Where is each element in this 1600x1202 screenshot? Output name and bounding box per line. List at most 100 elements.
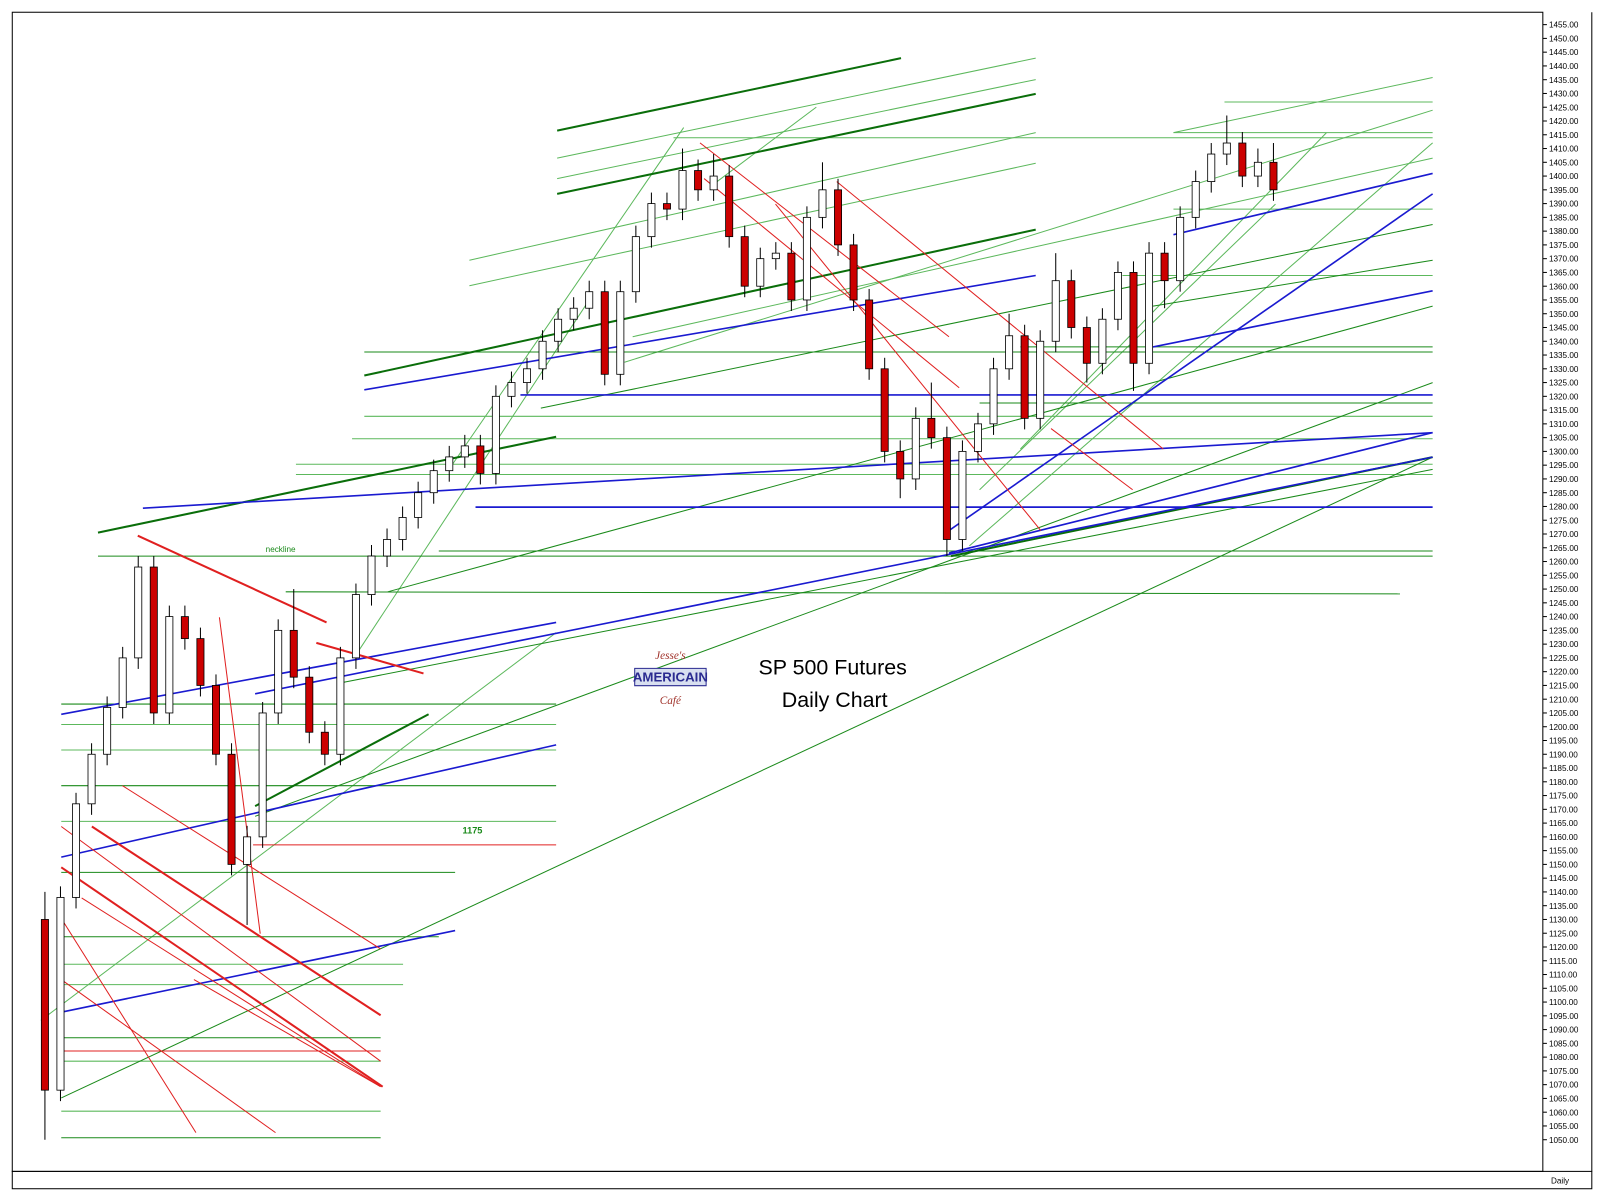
y-tick-label: 1240.00 (1549, 613, 1579, 622)
candle-body (538, 340, 547, 370)
candle-body (1145, 252, 1154, 364)
candle-body (180, 616, 189, 640)
y-tick-label: 1300.00 (1549, 447, 1579, 456)
candle-body (429, 470, 438, 494)
candle-body (1176, 216, 1185, 282)
candle-body (865, 299, 874, 370)
candle-body (974, 423, 982, 452)
candle-body (460, 445, 469, 458)
candle-body (72, 803, 81, 898)
y-tick-label: 1185.00 (1549, 764, 1578, 773)
y-tick-label: 1290.00 (1549, 475, 1579, 484)
candle-body (647, 203, 656, 238)
y-tick-label: 1260.00 (1549, 558, 1579, 567)
y-tick-label: 1175.00 (1549, 792, 1578, 801)
candle-body (1082, 327, 1091, 364)
y-tick-label: 1135.00 (1549, 902, 1578, 911)
candle-body (1005, 335, 1014, 370)
y-tick-label: 1285.00 (1549, 489, 1579, 498)
y-tick-label: 1120.00 (1549, 943, 1578, 952)
candle-body (1036, 340, 1045, 419)
candle-body (958, 450, 967, 540)
logo-banner (634, 667, 707, 687)
candle-body (942, 437, 951, 540)
y-tick-label: 1360.00 (1549, 282, 1579, 291)
y-tick-label: 1270.00 (1549, 530, 1579, 539)
y-axis: 1455.00 1450.00 1445.00 1440.00 1435.00 1430.… (1542, 21, 1579, 1145)
candle-body (1253, 161, 1262, 177)
candle-body (243, 836, 252, 865)
candle-body (1191, 181, 1200, 218)
y-tick-label: 1115.00 (1549, 957, 1578, 966)
candle-body (1222, 142, 1231, 155)
y-tick-label: 1140.00 (1549, 888, 1578, 897)
candle-body (771, 252, 780, 260)
candle-body (118, 657, 127, 708)
y-tick-label: 1295.00 (1549, 461, 1579, 470)
logo-text: Jesse's (655, 650, 686, 662)
candle-body (305, 676, 314, 733)
y-tick-label: 1105.00 (1549, 984, 1578, 993)
y-tick-label: 1195.00 (1549, 737, 1578, 746)
y-tick-label: 1170.00 (1549, 805, 1578, 814)
y-tick-label: 1435.00 (1549, 76, 1579, 85)
candle-body (911, 417, 920, 480)
y-tick-label: 1330.00 (1549, 365, 1579, 374)
green-lines (61, 223, 1433, 1139)
candle-body (134, 566, 143, 659)
candle-body (1129, 272, 1138, 364)
candles (40, 115, 1278, 1140)
candle-body (1067, 280, 1076, 328)
candle-body (367, 555, 376, 595)
y-tick-label: 1125.00 (1549, 929, 1578, 938)
y-tick-label: 1215.00 (1549, 681, 1579, 690)
candle-body (320, 731, 329, 755)
annotation: neckline (266, 545, 296, 554)
candle-body (398, 517, 407, 540)
candle-body (1160, 252, 1169, 282)
candle-body (834, 189, 843, 246)
candle-body (227, 753, 236, 865)
chart-title: SP 500 Futures (758, 655, 906, 679)
y-tick-label: 1190.00 (1549, 750, 1578, 759)
y-tick-label: 1385.00 (1549, 213, 1579, 222)
footer-frame (11, 1170, 1593, 1190)
y-tick-label: 1060.00 (1549, 1108, 1579, 1117)
logo-text: Café (660, 695, 682, 707)
candle-body (880, 368, 889, 452)
candle-body (709, 175, 718, 191)
candle-body (678, 170, 687, 210)
y-tick-label: 1415.00 (1549, 131, 1579, 140)
y-tick-label: 1180.00 (1549, 778, 1578, 787)
candle-body (258, 712, 267, 838)
y-tick-label: 1145.00 (1549, 874, 1578, 883)
y-tick-label: 1200.00 (1549, 723, 1579, 732)
y-tick-label: 1345.00 (1549, 324, 1579, 333)
candle-body (1238, 142, 1247, 177)
y-tick-label: 1110.00 (1549, 971, 1578, 980)
y-tick-label: 1365.00 (1549, 268, 1579, 277)
candle-body (445, 456, 454, 472)
y-tick-label: 1090.00 (1549, 1026, 1579, 1035)
y-tick-label: 1335.00 (1549, 351, 1579, 360)
y-tick-label: 1450.00 (1549, 34, 1579, 43)
thick-red-lines (60, 534, 424, 1088)
candle-body (56, 897, 65, 1091)
candle-body (1113, 272, 1122, 320)
y-tick-label: 1265.00 (1549, 544, 1579, 553)
red-lines (60, 142, 1164, 1134)
candle-body (802, 216, 811, 301)
y-tick-label: 1230.00 (1549, 640, 1579, 649)
candle-body (1098, 318, 1107, 364)
y-tick-label: 1250.00 (1549, 585, 1579, 594)
y-tick-label: 1220.00 (1549, 668, 1579, 677)
y-tick-label: 1155.00 (1549, 847, 1578, 856)
y-tick-label: 1370.00 (1549, 255, 1579, 264)
candle-body (631, 236, 640, 293)
y-tick-label: 1210.00 (1549, 695, 1579, 704)
y-tick-label: 1070.00 (1549, 1081, 1579, 1090)
candle-body (896, 450, 905, 480)
candle-body (569, 307, 578, 320)
y-tick-label: 1100.00 (1549, 998, 1578, 1007)
